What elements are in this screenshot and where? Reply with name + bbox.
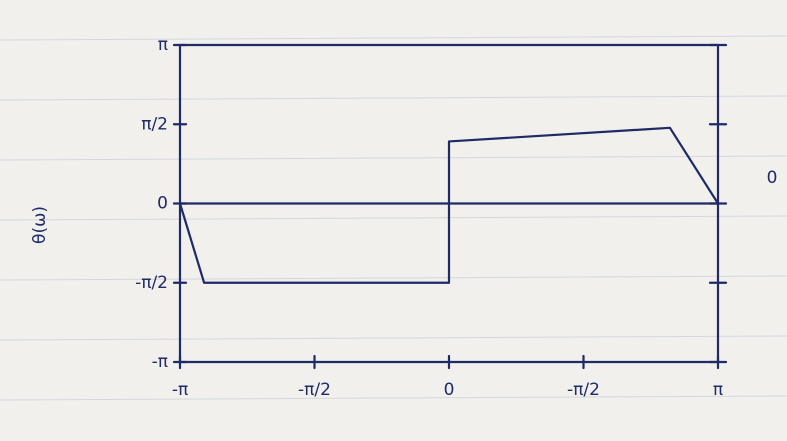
y-axis-label: θ(ω) [30, 206, 50, 244]
x-tick-label: π [713, 380, 723, 400]
phase-line [180, 128, 718, 283]
x-tick-label: -π/2 [298, 380, 331, 400]
y-tick-label: π/2 [141, 114, 168, 134]
right-label: 0 [767, 168, 778, 188]
chart: θ(ω) 0 -π -π/2 0 π/2 π -π -π/2 0 -π/2 π [0, 0, 787, 441]
x-tick-label: -π [172, 380, 188, 400]
y-tick-label: 0 [157, 194, 168, 214]
x-tick-label: 0 [444, 380, 455, 400]
y-tick-label: π [158, 35, 168, 55]
x-tick-label: -π/2 [567, 380, 600, 400]
paper-rules [0, 36, 787, 400]
y-tick-label: -π/2 [135, 273, 168, 293]
y-tick-label: -π [152, 352, 168, 372]
